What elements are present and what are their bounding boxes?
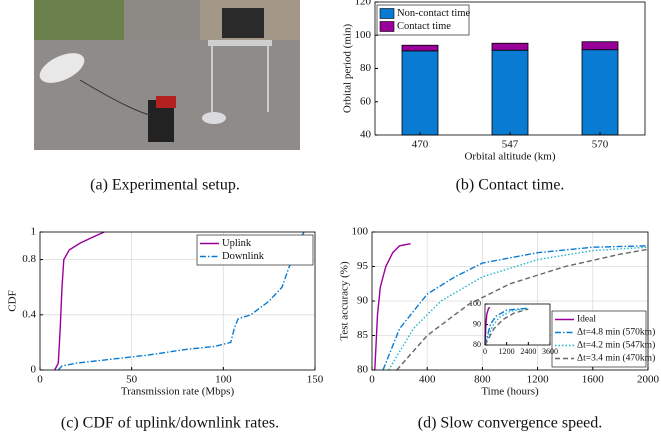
bar [581, 49, 619, 136]
y-tick-label: 60 [360, 95, 372, 107]
x-tick-label: 547 [502, 138, 519, 150]
bar [491, 49, 529, 136]
plot-area [54, 231, 305, 371]
y-tick-label: 0.4 [22, 308, 36, 320]
y-tick-label: 0.8 [22, 253, 36, 265]
caption: (a) Experimental setup. [90, 177, 240, 194]
bar [401, 50, 439, 136]
x-tick-label: 570 [592, 138, 609, 150]
y-tick-label: 95 [357, 260, 369, 272]
y-axis-label: CDF [7, 290, 19, 311]
series-line [396, 248, 649, 371]
legend-label: Downlink [222, 251, 265, 262]
series-line [374, 243, 411, 371]
legend-label: Uplink [222, 238, 252, 249]
series-line [484, 308, 529, 346]
photo [34, 0, 300, 150]
x-tick-label: 0 [37, 373, 43, 385]
y-tick-label: 120 [355, 0, 372, 8]
series-line [484, 306, 491, 346]
plot-area [374, 243, 649, 371]
x-axis-label: Transmission rate (Mbps) [121, 386, 235, 398]
y-axis-label: Test accuracy (%) [339, 261, 351, 341]
axes-frame [371, 231, 649, 371]
axes-frame [39, 231, 316, 371]
y-tick-label: 100 [355, 29, 372, 41]
x-tick-label: 400 [419, 373, 436, 385]
x-tick-label: 3600 [542, 347, 558, 356]
legend-label: Ideal [577, 315, 596, 325]
series-line [387, 246, 649, 371]
y-tick-label: 90 [357, 295, 369, 307]
x-tick-label: 800 [474, 373, 491, 385]
plot-area [484, 306, 529, 346]
x-tick-label: 0 [483, 347, 487, 356]
x-tick-label: 1200 [527, 373, 550, 385]
bar [401, 44, 439, 52]
y-tick-label: 80 [360, 62, 372, 74]
legend-label: Δt=3.4 min (470km) [577, 353, 655, 364]
legend-swatch [379, 21, 395, 32]
x-tick-label: 1600 [582, 373, 605, 385]
y-tick-label: 100 [469, 299, 481, 308]
legend-label: Δt=4.8 min (570km) [577, 327, 655, 338]
bar [491, 42, 529, 51]
x-axis-label: Time (hours) [481, 386, 539, 398]
legend-label: Δt=4.2 min (547km) [577, 340, 655, 351]
x-tick-label: 0 [369, 373, 375, 385]
caption: (b) Contact time. [456, 177, 565, 194]
axes-frame [484, 303, 551, 346]
axes-background [485, 304, 550, 345]
x-tick-label: 1200 [499, 347, 515, 356]
legend-label: Contact time [397, 21, 451, 32]
x-tick-label: 470 [412, 138, 429, 150]
y-tick-label: 90 [473, 319, 481, 328]
x-axis-label: Orbital altitude (km) [464, 151, 555, 163]
bar [581, 41, 619, 51]
x-tick-label: 150 [307, 373, 324, 385]
x-tick-label: 2400 [520, 347, 536, 356]
y-axis-label: Orbital period (min) [342, 24, 354, 114]
plot-area [401, 41, 619, 136]
x-tick-label: 2000 [637, 373, 660, 385]
y-tick-label: 80 [357, 364, 369, 376]
series-line [54, 231, 105, 371]
legend-label: Non-contact time [397, 8, 471, 19]
caption: (d) Slow convergence speed. [418, 415, 603, 432]
x-tick-label: 50 [126, 373, 138, 385]
y-tick-label: 40 [360, 129, 372, 141]
legend-box [196, 234, 314, 266]
series-line [484, 307, 529, 346]
series-line [484, 307, 529, 346]
caption: (c) CDF of uplink/downlink rates. [61, 415, 279, 432]
y-tick-label: 85 [357, 329, 369, 341]
y-tick-label: 1 [31, 226, 37, 238]
legend-swatch [379, 8, 395, 19]
x-tick-label: 100 [215, 373, 232, 385]
axes-frame [374, 1, 646, 136]
legend-box [551, 310, 647, 368]
series-line [382, 245, 649, 371]
y-tick-label: 0 [31, 364, 37, 376]
y-tick-label: 100 [352, 226, 369, 238]
y-tick-label: 80 [473, 340, 481, 349]
